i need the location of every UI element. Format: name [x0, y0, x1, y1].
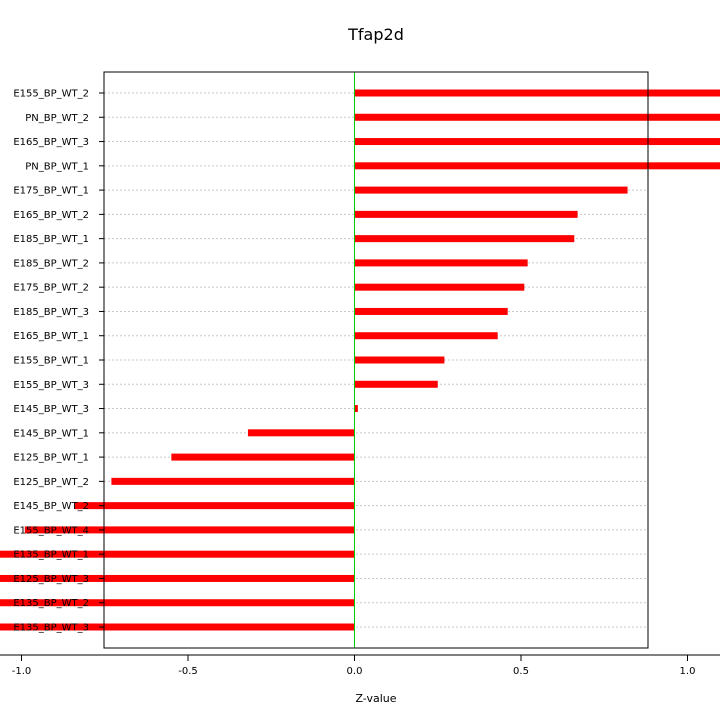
x-axis: -1.5-1.0-0.50.00.51.01.5	[0, 654, 720, 677]
bar-E145_BP_WT_2	[74, 502, 355, 510]
bar-E185_BP_WT_3	[354, 307, 508, 315]
category-label: E185_BP_WT_2	[13, 258, 89, 269]
category-label: E135_BP_WT_2	[13, 598, 89, 609]
category-label: E145_BP_WT_3	[13, 404, 89, 415]
category-label: E155_BP_WT_1	[13, 356, 89, 367]
bar-E165_BP_WT_3	[354, 138, 720, 146]
category-label: PN_BP_WT_1	[25, 161, 89, 172]
bar-E165_BP_WT_1	[354, 332, 498, 340]
bar-E135_BP_WT_2	[0, 599, 355, 607]
category-labels: E155_BP_WT_2 PN_BP_WT_2 E165_BP_WT_3 PN_BP_…	[13, 89, 104, 634]
bars	[0, 89, 720, 631]
bar-E145_BP_WT_1	[247, 429, 355, 437]
bar-PN_BP_WT_2	[354, 113, 720, 121]
category-label: E145_BP_WT_1	[13, 428, 89, 439]
x-axis-title: Z-value	[355, 692, 396, 705]
x-tick-label: -1.0	[12, 666, 32, 677]
category-label: E185_BP_WT_1	[13, 234, 89, 245]
category-label: E165_BP_WT_1	[13, 331, 89, 342]
category-label: E185_BP_WT_3	[13, 307, 89, 318]
bar-E155_BP_WT_4	[24, 526, 355, 534]
bar-PN_BP_WT_1	[354, 162, 720, 170]
bar-E155_BP_WT_3	[354, 380, 438, 388]
bar-E155_BP_WT_2	[354, 89, 720, 97]
category-label: E125_BP_WT_2	[13, 477, 89, 488]
bar-E125_BP_WT_1	[171, 453, 355, 461]
bar-E125_BP_WT_3	[0, 574, 355, 582]
category-label: E165_BP_WT_2	[13, 210, 89, 221]
category-label: E155_BP_WT_4	[13, 525, 89, 536]
category-label: E175_BP_WT_1	[13, 186, 89, 197]
bar-E135_BP_WT_3	[0, 623, 355, 631]
x-tick-label: 0.5	[513, 666, 529, 677]
bar-E135_BP_WT_1	[0, 550, 355, 558]
x-tick-label: 0.0	[347, 666, 363, 677]
bar-E175_BP_WT_1	[354, 186, 628, 194]
chart-title: Tfap2d	[347, 25, 404, 44]
x-tick-label: -0.5	[178, 666, 198, 677]
category-label: E175_BP_WT_2	[13, 283, 89, 294]
category-label: E155_BP_WT_2	[13, 89, 89, 100]
category-label: E155_BP_WT_3	[13, 380, 89, 391]
bar-E145_BP_WT_3	[354, 405, 358, 413]
x-tick-label: 1.0	[680, 666, 696, 677]
category-label: E165_BP_WT_3	[13, 137, 89, 148]
category-label: PN_BP_WT_2	[25, 113, 89, 124]
category-label: E125_BP_WT_3	[13, 574, 89, 585]
category-label: E135_BP_WT_1	[13, 550, 89, 561]
category-label: E145_BP_WT_2	[13, 501, 89, 512]
category-label: E135_BP_WT_3	[13, 623, 89, 634]
bar-E185_BP_WT_2	[354, 259, 528, 267]
bar-E165_BP_WT_2	[354, 210, 578, 218]
bar-E155_BP_WT_1	[354, 356, 445, 364]
bar-E175_BP_WT_2	[354, 283, 525, 291]
bar-E185_BP_WT_1	[354, 235, 575, 243]
bar-E125_BP_WT_2	[111, 477, 355, 485]
category-label: E125_BP_WT_1	[13, 453, 89, 464]
